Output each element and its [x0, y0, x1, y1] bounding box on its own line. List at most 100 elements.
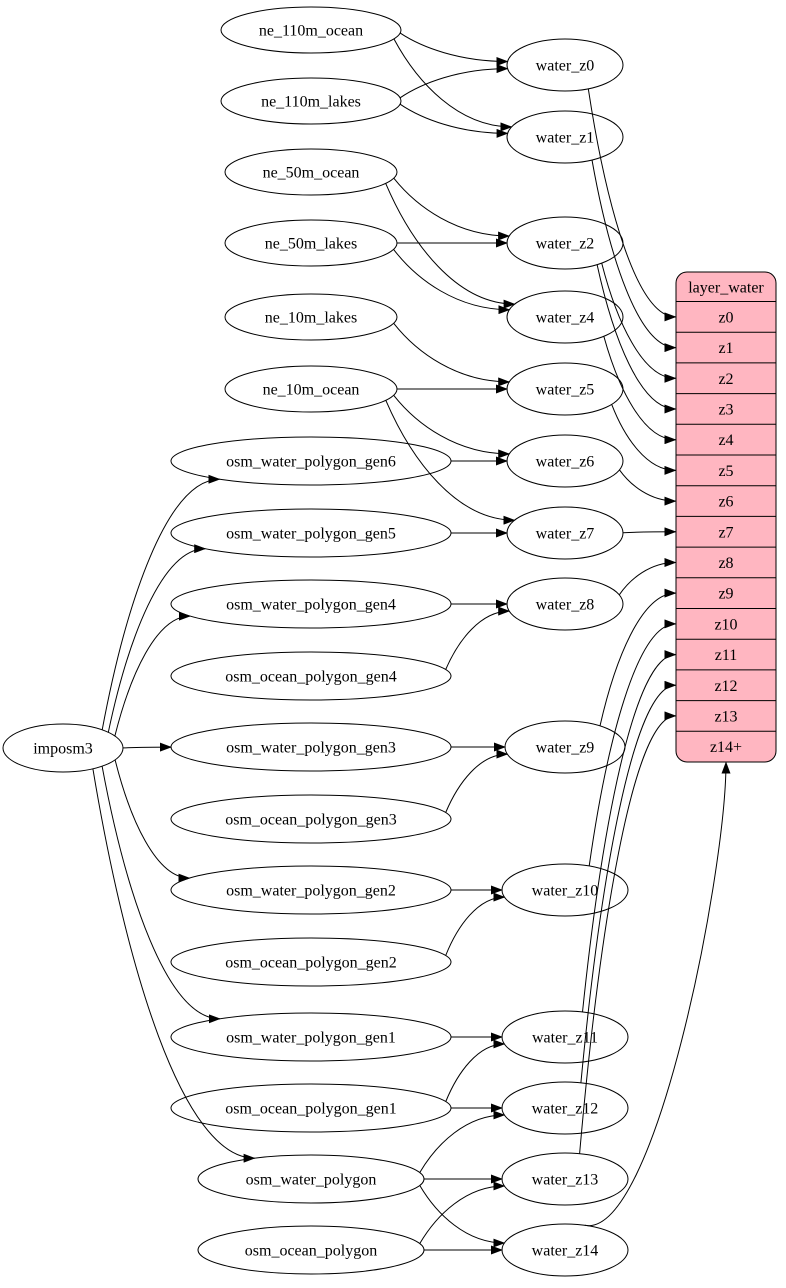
table-row-z11: z11 — [715, 647, 738, 664]
node-osm_ocean_polygon_gen1: osm_ocean_polygon_gen1 — [170, 1083, 452, 1133]
edge-imposm3-to-osm_water_polygon_gen1 — [101, 766, 221, 1024]
node-label-osm_water_polygon_gen3: osm_water_polygon_gen3 — [226, 740, 396, 757]
edge-ne_110m_ocean-to-water_z0 — [399, 32, 509, 66]
edge-water_z13-to-layer_water-z13 — [579, 711, 677, 1154]
node-shape-ne_110m_lakes — [220, 77, 402, 125]
node-label-water_z0: water_z0 — [536, 58, 595, 75]
edge-ne_10m_lakes-to-water_z5 — [393, 322, 511, 387]
node-shape-imposm3 — [2, 723, 124, 773]
node-label-water_z2: water_z2 — [536, 236, 595, 253]
edge-ne_10m_ocean-to-water_z7 — [385, 400, 516, 525]
node-shape-osm_ocean_polygon_gen3 — [170, 794, 452, 844]
node-label-imposm3: imposm3 — [33, 741, 93, 758]
edge-water_z7-to-layer_water-z7 — [622, 527, 677, 537]
edge-water_z9-to-layer_water-z9 — [599, 588, 677, 727]
node-label-ne_110m_lakes: ne_110m_lakes — [261, 94, 361, 111]
table-row-z6: z6 — [718, 494, 733, 511]
edge-water_z5-to-layer_water-z5 — [611, 404, 677, 475]
edge-water_z14-to-layer_water-z14+ — [584, 761, 731, 1226]
edge-ne_50m_ocean-to-water_z2 — [393, 177, 511, 241]
node-water_z5: water_z5 — [506, 362, 624, 416]
node-shape-ne_110m_ocean — [220, 6, 402, 54]
node-label-water_z4: water_z4 — [536, 310, 595, 327]
edge-water_z0-to-layer_water-z0 — [587, 88, 677, 322]
node-label-water_z14: water_z14 — [532, 1243, 599, 1260]
node-label-osm_ocean_polygon_gen1: osm_ocean_polygon_gen1 — [225, 1101, 397, 1118]
table-row-z4: z4 — [718, 432, 733, 449]
table-row-z5: z5 — [718, 463, 733, 480]
node-label-water_z12: water_z12 — [532, 1101, 599, 1118]
table-row-z8: z8 — [718, 555, 733, 572]
edge-water_z2-to-layer_water-z3 — [596, 264, 677, 414]
edge-osm_ocean_polygon_gen4-to-water_z8 — [445, 606, 511, 670]
edge-ne_50m_ocean-to-water_z4 — [385, 183, 516, 309]
edge-osm_ocean_polygon_gen2-to-water_z10 — [445, 892, 506, 956]
table-row-z1: z1 — [718, 340, 733, 357]
node-ne_10m_lakes: ne_10m_lakes — [224, 293, 398, 341]
node-label-ne_50m_ocean: ne_50m_ocean — [263, 165, 360, 182]
edge-osm_ocean_polygon_gen1-to-water_z11 — [445, 1039, 506, 1102]
node-osm_ocean_polygon_gen3: osm_ocean_polygon_gen3 — [170, 794, 452, 844]
edge-water_z1-to-layer_water-z1 — [591, 159, 677, 353]
node-label-water_z9: water_z9 — [536, 740, 595, 757]
edge-water_z6-to-layer_water-z6 — [619, 469, 677, 506]
node-osm_water_polygon_gen2: osm_water_polygon_gen2 — [170, 865, 452, 915]
node-label-ne_10m_lakes: ne_10m_lakes — [265, 310, 357, 327]
node-label-osm_water_polygon: osm_water_polygon — [246, 1172, 377, 1189]
node-label-osm_water_polygon_gen1: osm_water_polygon_gen1 — [226, 1030, 396, 1047]
node-label-osm_water_polygon_gen5: osm_water_polygon_gen5 — [226, 526, 396, 543]
node-water_z12: water_z12 — [501, 1081, 629, 1135]
node-water_z7: water_z7 — [506, 506, 624, 560]
node-osm_water_polygon: osm_water_polygon — [197, 1154, 425, 1204]
edge-osm_water_polygon-to-water_z12 — [419, 1110, 506, 1173]
edge-imposm3-to-osm_water_polygon_gen2 — [114, 759, 191, 883]
node-ne_50m_ocean: ne_50m_ocean — [224, 148, 398, 196]
node-shape-ne_50m_ocean — [224, 148, 398, 196]
edge-water_z8-to-layer_water-z8 — [618, 558, 677, 596]
node-ne_110m_lakes: ne_110m_lakes — [220, 77, 402, 125]
node-label-osm_water_polygon_gen6: osm_water_polygon_gen6 — [226, 454, 396, 471]
node-label-water_z10: water_z10 — [532, 883, 599, 900]
edge-water_z11-to-layer_water-z11 — [582, 650, 677, 1013]
node-osm_water_polygon_gen5: osm_water_polygon_gen5 — [170, 508, 452, 558]
edge-ne_110m_ocean-to-water_z1 — [393, 38, 513, 132]
edge-imposm3-to-osm_water_polygon_gen3 — [122, 742, 172, 752]
node-ne_110m_ocean: ne_110m_ocean — [220, 6, 402, 54]
table-row-z13: z13 — [714, 708, 737, 725]
node-label-water_z8: water_z8 — [536, 597, 595, 614]
table-row-z14+: z14+ — [710, 739, 742, 756]
edge-imposm3-to-osm_water_polygon_gen6 — [101, 474, 221, 730]
node-label-water_z6: water_z6 — [536, 454, 595, 471]
node-label-water_z7: water_z7 — [536, 526, 595, 543]
edge-imposm3-to-osm_water_polygon — [92, 768, 256, 1163]
node-water_z4: water_z4 — [506, 290, 624, 344]
node-label-water_z5: water_z5 — [536, 382, 595, 399]
node-shape-osm_ocean_polygon_gen2 — [170, 937, 452, 987]
edge-osm_ocean_polygon-to-water_z13 — [419, 1181, 506, 1244]
node-label-water_z11: water_z11 — [532, 1030, 598, 1047]
edge-water_z10-to-layer_water-z10 — [588, 619, 677, 867]
edge-water_z4-to-layer_water-z4 — [603, 336, 677, 445]
node-osm_ocean_polygon_gen4: osm_ocean_polygon_gen4 — [170, 651, 452, 701]
node-water_z6: water_z6 — [506, 434, 624, 488]
node-osm_ocean_polygon: osm_ocean_polygon — [197, 1225, 425, 1275]
edge-ne_110m_lakes-to-water_z0 — [399, 64, 509, 99]
node-osm_water_polygon_gen3: osm_water_polygon_gen3 — [170, 722, 452, 772]
node-water_z11: water_z11 — [501, 1010, 629, 1064]
node-water_z1: water_z1 — [506, 110, 624, 164]
table-row-z2: z2 — [718, 371, 733, 388]
node-water_z10: water_z10 — [501, 863, 629, 917]
node-label-osm_water_polygon_gen2: osm_water_polygon_gen2 — [226, 883, 396, 900]
node-label-osm_ocean_polygon_gen2: osm_ocean_polygon_gen2 — [225, 955, 397, 972]
table-row-z7: z7 — [718, 524, 733, 541]
node-ne_10m_ocean: ne_10m_ocean — [224, 365, 398, 413]
node-label-water_z1: water_z1 — [536, 130, 595, 147]
node-shape-osm_ocean_polygon_gen4 — [170, 651, 452, 701]
node-shape-ne_10m_lakes — [224, 293, 398, 341]
node-osm_water_polygon_gen6: osm_water_polygon_gen6 — [170, 436, 452, 486]
node-osm_water_polygon_gen4: osm_water_polygon_gen4 — [170, 579, 452, 629]
layer-water-table-header: layer_water — [688, 279, 764, 296]
